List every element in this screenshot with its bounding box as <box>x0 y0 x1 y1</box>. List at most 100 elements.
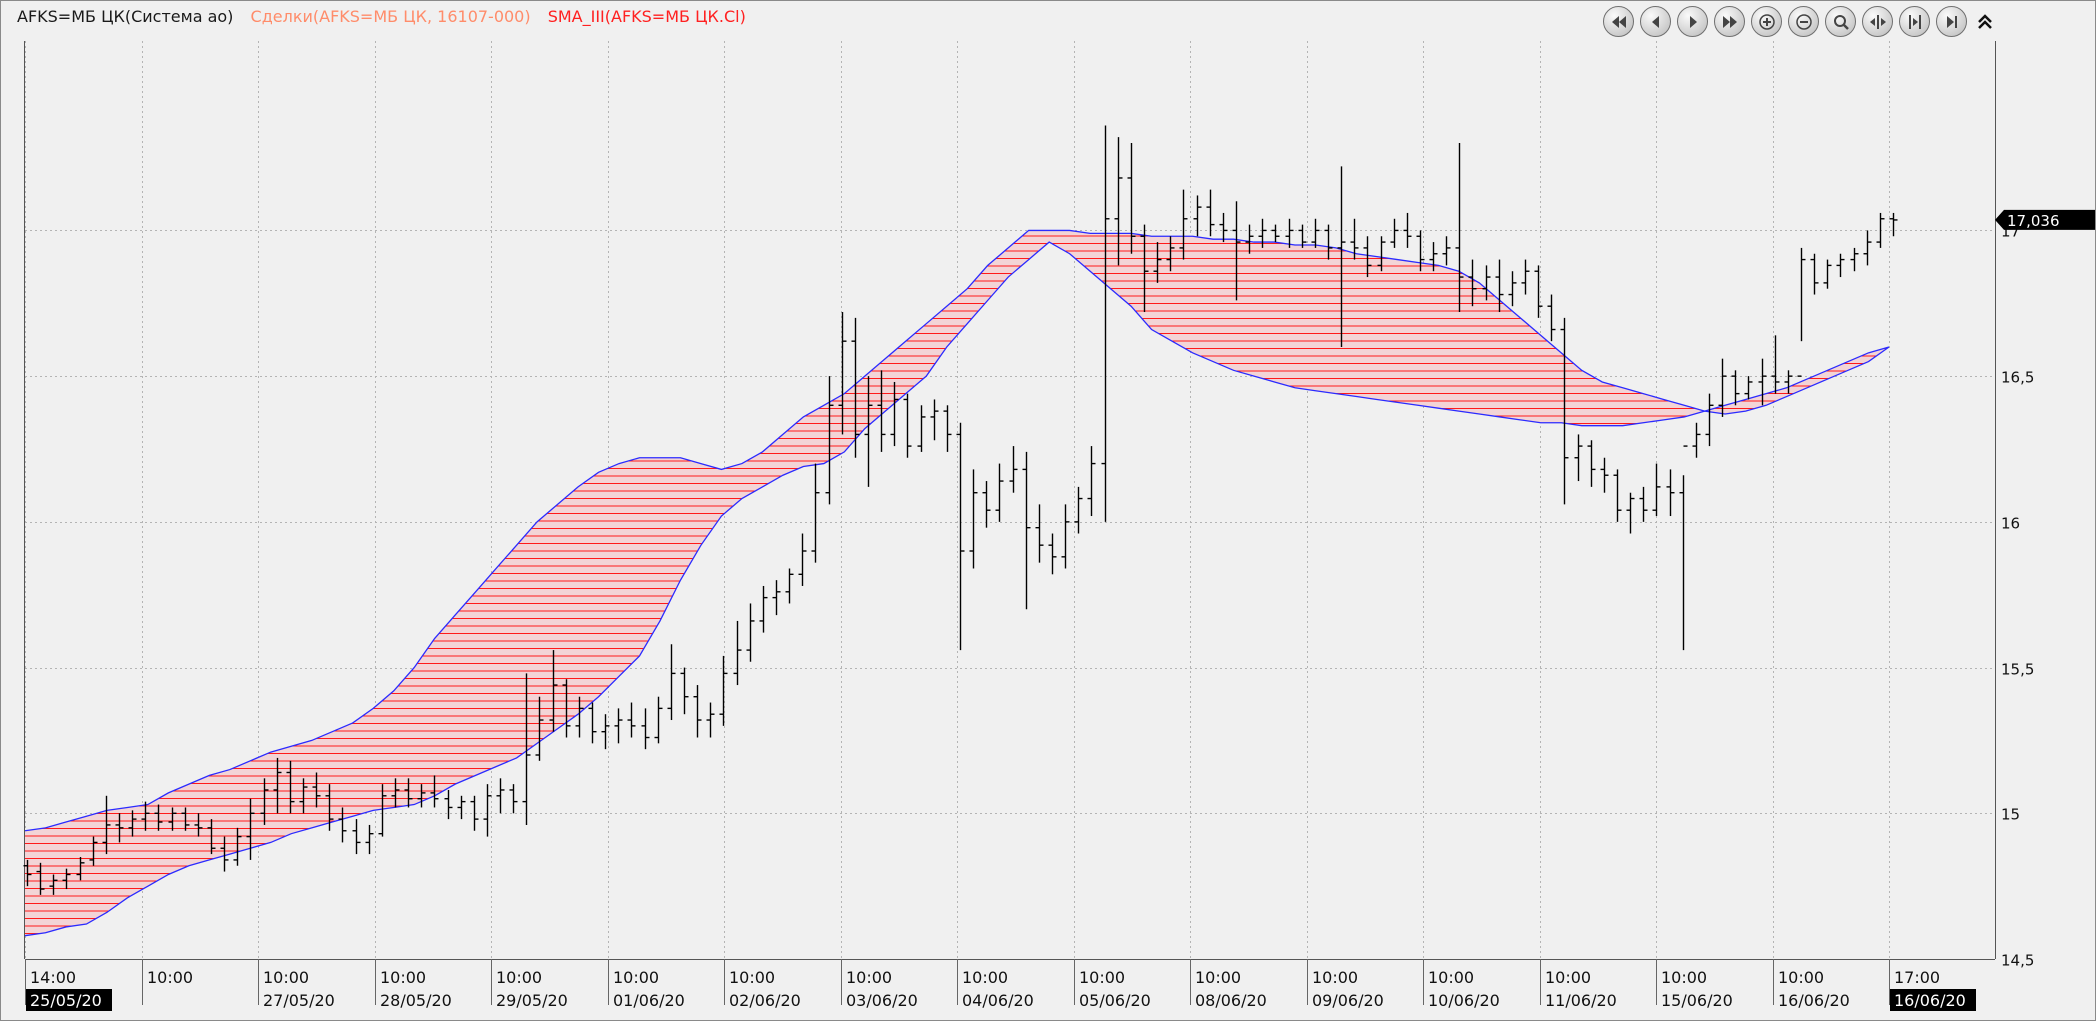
ohlc-bar <box>1101 125 1110 522</box>
ohlc-bar <box>194 813 203 837</box>
ohlc-bar <box>444 789 453 820</box>
ohlc-bar <box>982 481 991 528</box>
x-tick-time: 10:00 <box>147 968 193 987</box>
scroll-left-button[interactable] <box>1640 6 1671 37</box>
sma-fast-line <box>24 229 1890 832</box>
ohlc-bar <box>1639 486 1648 522</box>
x-tick-date: 01/06/20 <box>613 991 685 1010</box>
scroll-begin-button[interactable] <box>1603 6 1634 37</box>
ohlc-bar <box>378 784 387 837</box>
ohlc-bar <box>1442 236 1451 266</box>
ohlc-bar <box>1285 218 1294 248</box>
ohlc-bar <box>1403 212 1412 248</box>
compress-button[interactable] <box>1899 6 1930 37</box>
ohlc-bar <box>1836 253 1845 278</box>
compress-icon <box>1908 14 1921 29</box>
collapse-button[interactable] <box>1973 6 1997 37</box>
expand-icon <box>1869 14 1886 29</box>
ohlc-bar <box>719 655 728 726</box>
ohlc-bar <box>1626 492 1635 534</box>
scroll-end-button[interactable] <box>1714 6 1745 37</box>
ohlc-bar <box>798 533 807 586</box>
ohlc-bar <box>1455 143 1464 313</box>
x-tick-time: 10:00 <box>1079 968 1125 987</box>
ohlc-bar <box>417 784 426 808</box>
ohlc-bar <box>654 696 663 744</box>
ohlc-bar <box>325 784 334 831</box>
ohlc-bar <box>1087 446 1096 517</box>
ohlc-bar <box>1534 265 1543 318</box>
x-tick-time: 10:00 <box>729 968 775 987</box>
scroll-right-button[interactable] <box>1677 6 1708 37</box>
x-tick-date: 29/05/20 <box>496 991 568 1010</box>
zoom-in-button[interactable] <box>1751 6 1782 37</box>
ohlc-bar <box>1179 189 1188 260</box>
ohlc-bar <box>1022 451 1031 610</box>
ohlc-bar <box>168 807 177 831</box>
ohlc-bar <box>601 714 610 750</box>
ohlc-bar <box>338 807 347 843</box>
plus-icon <box>1758 13 1775 30</box>
ohlc-bar <box>1337 166 1346 347</box>
legend-main-instrument[interactable]: AFKS=МБ ЦК(Система ао) <box>17 7 234 26</box>
ohlc-bar <box>286 760 295 814</box>
y-tick-label: 15,5 <box>2001 661 2034 679</box>
ohlc-bar <box>1600 457 1609 493</box>
x-tick-date: 25/05/20 <box>30 991 102 1010</box>
minus-icon <box>1795 13 1812 30</box>
x-tick-time: 10:00 <box>1778 968 1824 987</box>
ohlc-bar <box>128 810 137 837</box>
ohlc-bar <box>1508 271 1517 307</box>
ohlc-bar <box>89 836 98 866</box>
ohlc-bar <box>1363 236 1372 278</box>
x-tick-date: 04/06/20 <box>962 991 1034 1010</box>
ohlc-bar <box>457 795 466 820</box>
ohlc-bar <box>1127 143 1136 254</box>
x-tick-time: 10:00 <box>1312 968 1358 987</box>
sma-slow-line <box>24 241 1890 937</box>
x-tick-date: 27/05/20 <box>263 991 335 1010</box>
x-tick-date: 28/05/20 <box>380 991 452 1010</box>
ohlc-bar <box>522 673 531 825</box>
x-tick-date: 10/06/20 <box>1428 991 1500 1010</box>
ohlc-bar <box>1797 247 1806 377</box>
expand-button[interactable] <box>1862 6 1893 37</box>
ohlc-bar <box>1666 469 1675 517</box>
ohlc-bar <box>1771 335 1780 394</box>
ohlc-bar <box>1731 370 1740 406</box>
ohlc-bar <box>1810 253 1819 295</box>
x-tick-time: 14:00 <box>30 968 76 987</box>
ohlc-bar <box>273 757 282 814</box>
ohlc-bar <box>759 585 768 633</box>
double-left-arrow-icon <box>1611 15 1626 28</box>
ohlc-bar <box>1061 504 1070 569</box>
ohlc-bar <box>693 685 702 738</box>
ohlc-bar <box>943 405 952 452</box>
ohlc-bar <box>1652 463 1661 517</box>
ohlc-bar <box>1377 236 1386 272</box>
zoom-fit-button[interactable] <box>1825 6 1856 37</box>
ohlc-bar <box>1718 358 1727 417</box>
x-tick-date: 09/06/20 <box>1312 991 1384 1010</box>
legend-trades[interactable]: Сделки(AFKS=МБ ЦК, 16107-000) <box>250 7 531 26</box>
ohlc-bar <box>1784 370 1793 394</box>
ohlc-bar <box>483 784 492 837</box>
ohlc-bar <box>733 620 742 686</box>
ohlc-bar <box>851 317 860 458</box>
ohlc-bar <box>1048 533 1057 575</box>
chart-legend: AFKS=МБ ЦК(Система ао) Сделки(AFKS=МБ ЦК… <box>17 7 758 26</box>
legend-sma[interactable]: SMA_III(AFKS=МБ ЦК.Cl) <box>547 7 746 26</box>
ohlc-bar <box>903 393 912 458</box>
ohlc-bar <box>1482 265 1491 301</box>
x-tick-time: 10:00 <box>496 968 542 987</box>
x-tick-time: 10:00 <box>962 968 1008 987</box>
ohlc-bar <box>352 819 361 855</box>
ohlc-bar <box>496 778 505 814</box>
zoom-out-button[interactable] <box>1788 6 1819 37</box>
x-tick-time: 10:00 <box>1545 968 1591 987</box>
ohlc-bar <box>956 422 965 651</box>
ohlc-bar <box>1245 224 1254 254</box>
go-last-button[interactable] <box>1936 6 1967 37</box>
ohlc-bar <box>1193 195 1202 237</box>
